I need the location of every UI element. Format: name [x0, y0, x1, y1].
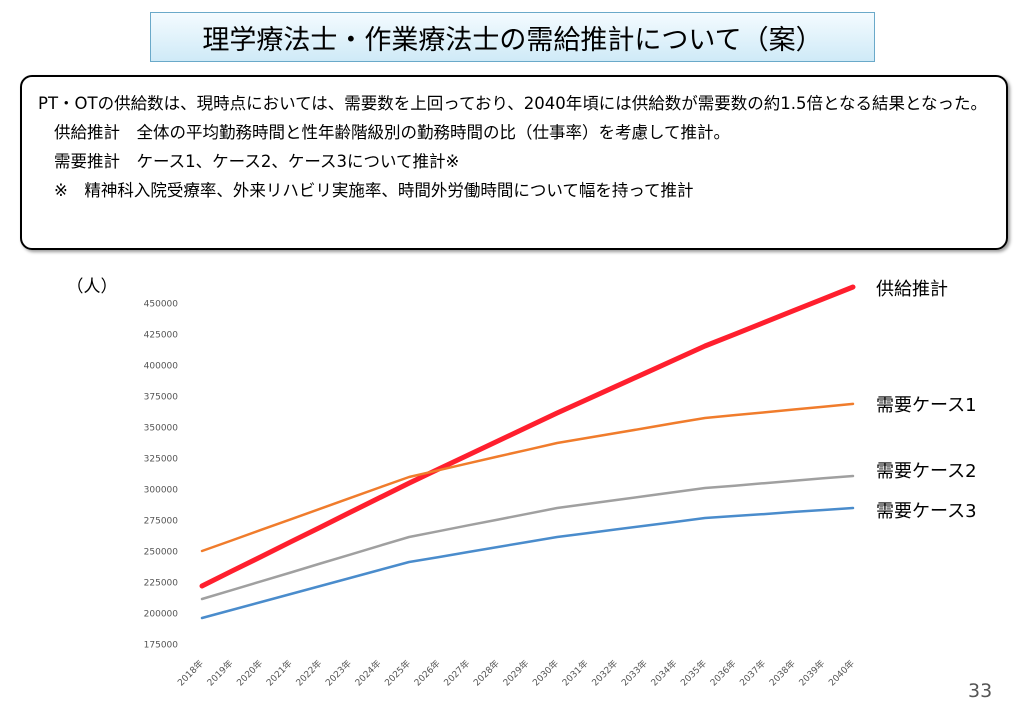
series-line [200, 474, 855, 601]
series-line [199, 284, 856, 589]
y-tick-label: 275000 [144, 517, 179, 527]
y-tick-label: 400000 [144, 362, 179, 372]
y-tick-label: 250000 [144, 548, 179, 558]
x-tick-label: 2038年 [767, 657, 798, 688]
x-tick-label: 2019年 [204, 657, 235, 688]
x-tick-label: 2022年 [293, 657, 324, 688]
y-tick-label: 325000 [144, 455, 179, 465]
x-tick-label: 2040年 [826, 657, 857, 688]
x-tick-label: 2029年 [500, 657, 531, 688]
x-tick-label: 2035年 [678, 657, 709, 688]
x-tick-label: 2027年 [441, 657, 472, 688]
x-tick-label: 2039年 [796, 657, 827, 688]
y-tick-label: 200000 [144, 610, 179, 620]
note-text: ※ 精神科入院受療率、外来リハビリ実施率、時間外労働時間について幅を持って推計 [54, 181, 694, 200]
note-text: 需要推計 ケース1、ケース2、ケース3について推計※ [54, 152, 460, 171]
x-tick-label: 2032年 [589, 657, 620, 688]
x-tick-label: 2026年 [412, 657, 443, 688]
y-tick-label: 175000 [144, 641, 179, 651]
note-text: 供給推計 全体の平均勤務時間と性年齢階級別の勤務時間の比（仕事率）を考慮して推計… [54, 123, 731, 142]
page-number: 33 [968, 680, 993, 702]
x-tick-label: 2034年 [648, 657, 679, 688]
x-tick-label: 2023年 [323, 657, 354, 688]
series-label: 需要ケース2 [876, 461, 977, 482]
note-text: PT・OTの供給数は、現時点においては、需要数を上回っており、2040年頃には供… [38, 94, 988, 113]
x-tick-label: 2028年 [471, 657, 502, 688]
x-tick-label: 2030年 [530, 657, 561, 688]
series-label: 需要ケース3 [876, 501, 977, 522]
x-tick-label: 2021年 [264, 657, 295, 688]
y-tick-label: 225000 [144, 579, 179, 589]
x-tick-label: 2018年 [175, 657, 206, 688]
y-tick-label: 300000 [144, 486, 179, 496]
y-tick-label: 425000 [144, 331, 179, 341]
x-tick-label: 2033年 [619, 657, 650, 688]
y-tick-label: 450000 [144, 300, 179, 310]
series-line [200, 402, 855, 553]
x-tick-label: 2037年 [737, 657, 768, 688]
x-tick-label: 2024年 [352, 657, 383, 688]
x-tick-label: 2031年 [560, 657, 591, 688]
x-tick-label: 2020年 [234, 657, 265, 688]
slide-title: 理学療法士・作業療法士の需給推計について（案） [150, 12, 875, 62]
y-tick-label: 350000 [144, 424, 179, 434]
y-axis-label: （人） [67, 277, 118, 297]
note-box: PT・OTの供給数は、現時点においては、需要数を上回っており、2040年頃には供… [20, 75, 1008, 250]
x-tick-label: 2036年 [707, 657, 738, 688]
series-label: 需要ケース1 [876, 395, 977, 416]
y-tick-label: 375000 [144, 393, 179, 403]
series-label: 供給推計 [876, 279, 948, 300]
series-line [200, 506, 855, 620]
x-tick-label: 2025年 [382, 657, 413, 688]
